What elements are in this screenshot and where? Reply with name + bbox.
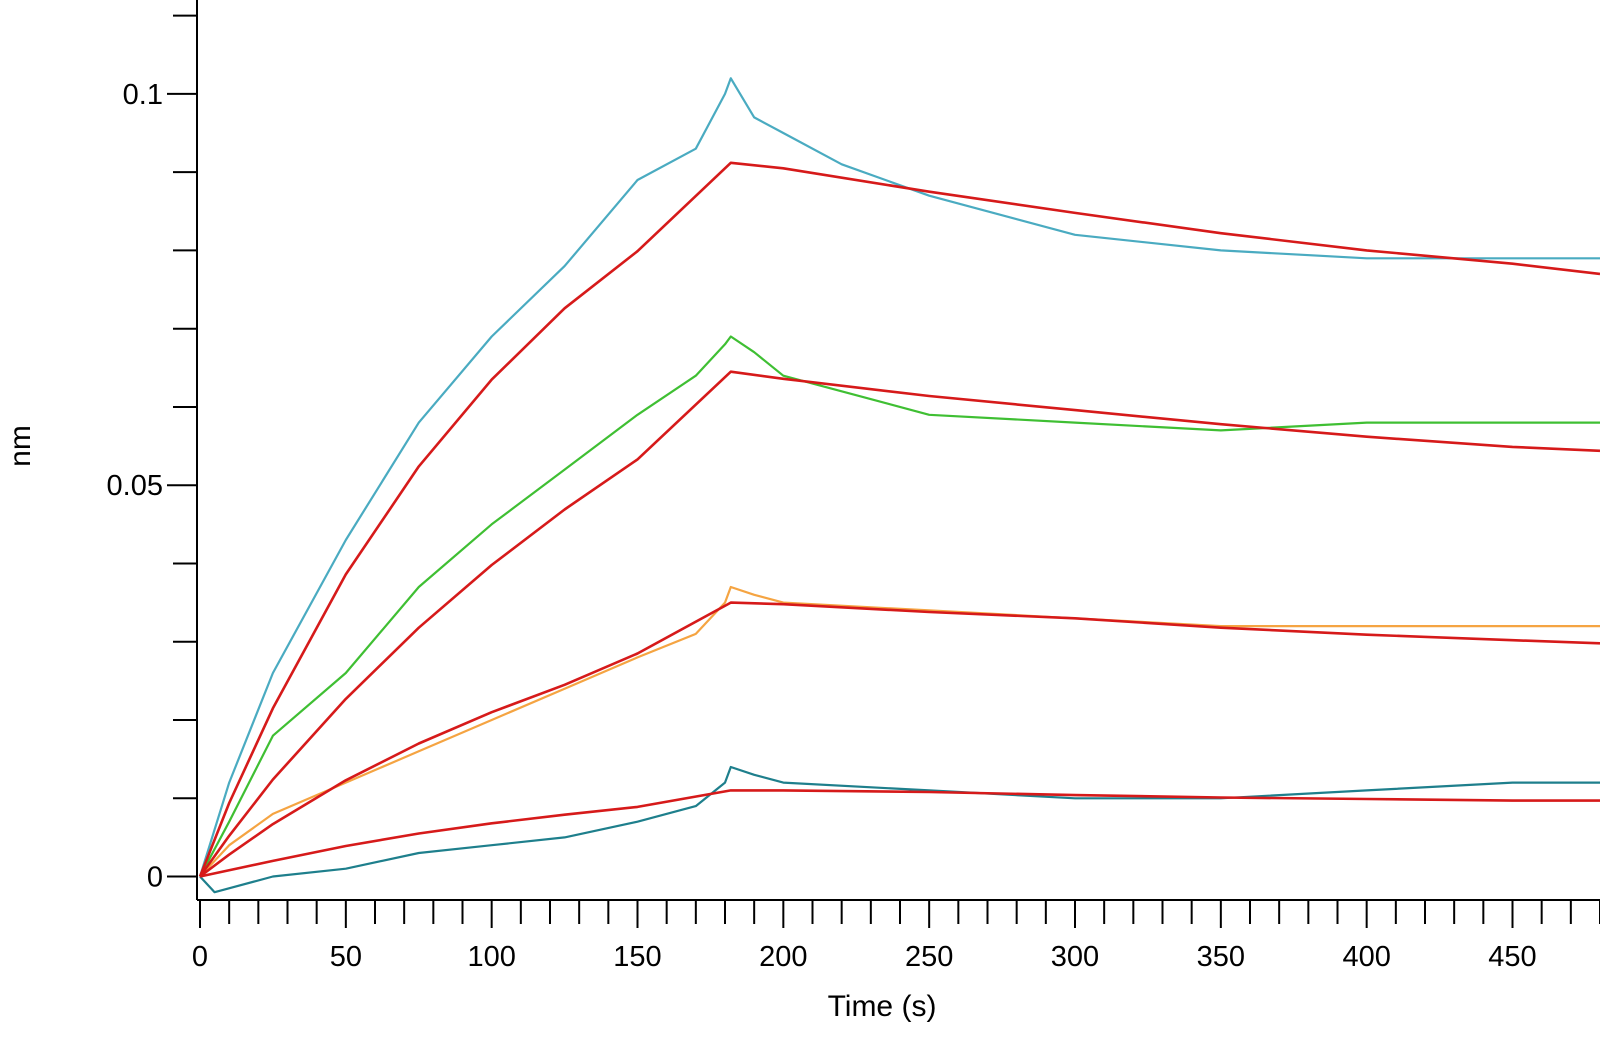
- x-tick-label: 50: [330, 941, 362, 973]
- x-tick-label: 450: [1488, 941, 1536, 973]
- x-axis-ticks: 0 50 100 150 200 250 300 350 400 450: [192, 900, 1600, 973]
- x-tick-label: 0: [192, 941, 208, 973]
- y-tick-label: 0: [147, 862, 163, 894]
- plot-area: [198, 77, 1600, 894]
- x-tick-label: 150: [613, 941, 661, 973]
- fit-line-6: [198, 370, 1600, 878]
- fit-line-7: [199, 601, 1600, 878]
- fit-line-8: [199, 789, 1600, 878]
- y-axis-label: nm: [4, 425, 37, 467]
- y-tick-label: 0.05: [107, 470, 163, 502]
- fit-line-5: [198, 161, 1600, 877]
- measured-line-2: [199, 335, 1600, 878]
- x-tick-label: 250: [905, 941, 953, 973]
- x-tick-label: 300: [1051, 941, 1099, 973]
- x-tick-label: 200: [759, 941, 807, 973]
- x-tick-label: 100: [467, 941, 515, 973]
- y-axis-ticks: 0 0.05 0.1: [107, 14, 197, 894]
- axes: 0 50 100 150 200 250 300 350 400 450 0 0.05 0.1: [107, 0, 1600, 973]
- measured-line-4: [199, 765, 1600, 894]
- measured-line-1: [198, 77, 1600, 877]
- measured-line-3: [199, 585, 1600, 878]
- y-tick-label: 0.1: [123, 79, 163, 111]
- x-axis-label: Time (s): [828, 990, 937, 1023]
- x-tick-label: 350: [1197, 941, 1245, 973]
- x-tick-label: 400: [1342, 941, 1390, 973]
